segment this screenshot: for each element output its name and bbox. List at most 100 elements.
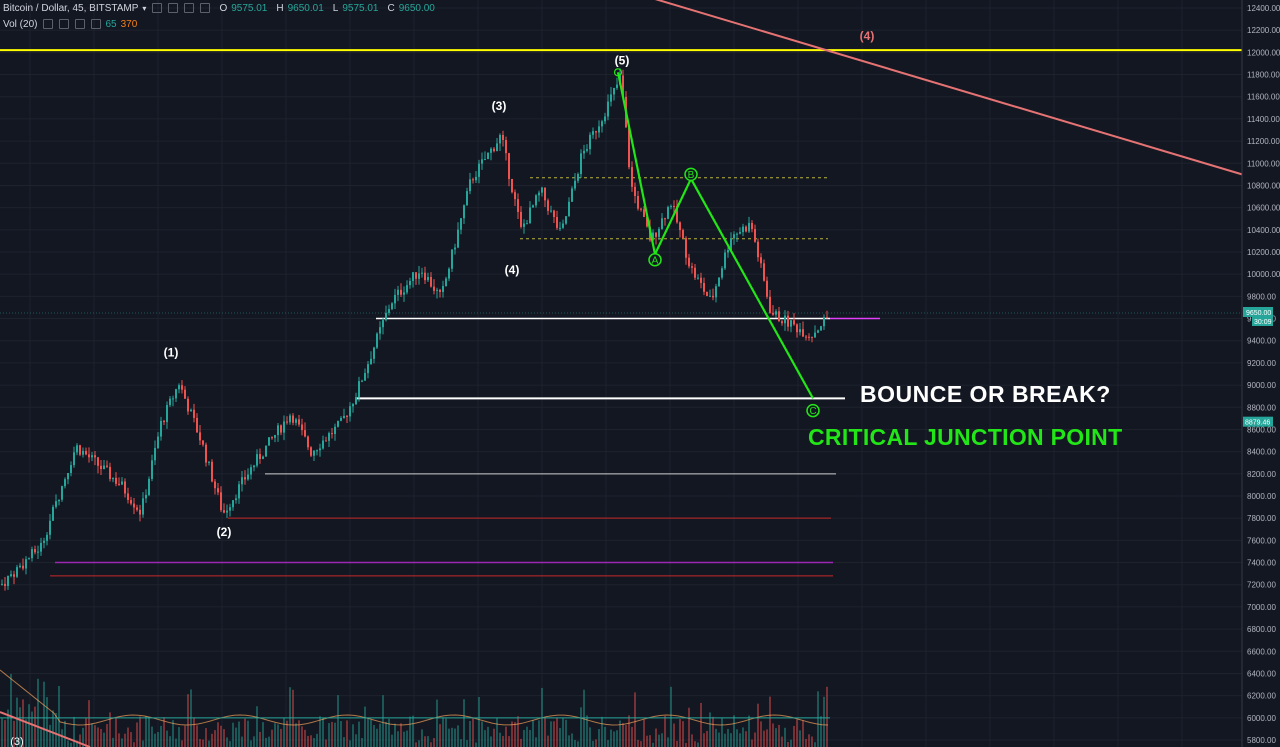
volume-bar (643, 719, 645, 747)
square-button-icon[interactable] (43, 19, 54, 29)
volume-bar (418, 740, 420, 747)
volume-bar (169, 736, 171, 747)
volume-label[interactable]: Vol (20) (3, 18, 38, 30)
price-tick-label: 8400.00 (1247, 448, 1276, 457)
candle-body (595, 131, 597, 133)
volume-bar (514, 722, 516, 747)
square-button-icon[interactable] (152, 3, 163, 13)
candle-body (88, 454, 90, 458)
volume-bar (118, 733, 120, 747)
candle-body (235, 498, 237, 501)
countdown-label: 30:09 (1254, 319, 1272, 326)
horizontal-levels[interactable] (0, 49, 1242, 719)
candle-body (730, 238, 732, 251)
alert-price-label: 8879.46 (1245, 420, 1270, 427)
volume-bar (751, 739, 753, 747)
candle-body (508, 153, 510, 179)
candle-body (94, 455, 96, 458)
candle-body (133, 503, 135, 508)
candle-body (655, 232, 657, 237)
volume-bar (115, 717, 117, 747)
volume-bar (580, 707, 582, 747)
candle-body (532, 205, 534, 208)
candle-body (10, 574, 12, 577)
price-tick-label: 6000.00 (1247, 714, 1276, 723)
volume-bar (787, 741, 789, 747)
volume-bar (199, 738, 201, 747)
volume-bar (706, 730, 708, 747)
volume-bar (619, 720, 621, 747)
wave-drawings[interactable]: A B C (1) (2) (3) (4) (5) (4) (3) (0, 0, 1243, 747)
candle-body (1, 583, 3, 585)
volume-bar (28, 704, 30, 747)
volume-bar (421, 729, 423, 747)
volume-bar (445, 718, 447, 747)
volume-bar (361, 737, 363, 747)
candle-body (799, 329, 801, 333)
candle-body (25, 559, 27, 569)
candle-body (475, 176, 477, 181)
volume-bar (505, 726, 507, 747)
candle-body (40, 542, 42, 552)
candle-body (340, 418, 342, 421)
square-button-icon[interactable] (75, 19, 86, 29)
subhead-annotation[interactable]: CRITICAL JUNCTION POINT (808, 424, 1123, 450)
volume-bar (205, 728, 207, 747)
candle-body (13, 574, 15, 577)
candle-body (670, 206, 672, 208)
candle-body (184, 389, 186, 399)
volume-bar (814, 742, 816, 747)
candle-body (127, 493, 129, 500)
volume-bar (439, 724, 441, 747)
volume-bar (340, 720, 342, 747)
price-tick-label: 10400.00 (1247, 226, 1280, 235)
candle-body (37, 551, 39, 553)
candle-body (316, 450, 318, 452)
candle-body (244, 477, 246, 480)
square-button-icon[interactable] (91, 19, 102, 29)
volume-bar (655, 728, 657, 747)
candle-body (568, 201, 570, 217)
candle-body (556, 217, 558, 228)
volume-bar (475, 742, 477, 747)
candle-body (712, 295, 714, 298)
volume-bar (208, 740, 210, 747)
volume-bar (265, 737, 267, 747)
price-tick-label: 7600.00 (1247, 536, 1276, 545)
volume-bar (502, 735, 504, 747)
square-button-icon[interactable] (168, 3, 179, 13)
candle-body (484, 159, 486, 161)
volume-bar (511, 721, 513, 747)
volume-bar (796, 719, 798, 747)
volume-bar (313, 738, 315, 747)
volume-bar (85, 717, 87, 747)
volume-bar (664, 715, 666, 747)
volume-bar (49, 724, 51, 747)
candle-body (685, 237, 687, 258)
candle-body (586, 149, 588, 151)
square-button-icon[interactable] (184, 3, 195, 13)
candle-body (70, 465, 72, 473)
chevron-down-icon[interactable]: ▾ (142, 3, 147, 13)
candle-body (448, 268, 450, 279)
volume-bar (490, 736, 492, 747)
candle-body (277, 425, 279, 436)
candle-body (514, 192, 516, 200)
candle-body (346, 415, 348, 417)
volume-bar (745, 731, 747, 747)
price-axis[interactable]: 12400.00 12200.00 12000.00 11800.00 11600.00… (1241, 0, 1280, 747)
candle-body (97, 457, 99, 466)
candle-body (241, 477, 243, 485)
candle-body (157, 436, 159, 448)
volume-bar (106, 724, 108, 747)
square-button-icon[interactable] (59, 19, 70, 29)
candle-body (682, 230, 684, 238)
candle-body (31, 549, 33, 559)
candle-body (547, 200, 549, 211)
square-button-icon[interactable] (200, 3, 211, 13)
symbol-title[interactable]: Bitcoin / Dollar, 45, BITSTAMP (3, 2, 139, 14)
candle-body (268, 437, 270, 446)
headline-annotation[interactable]: BOUNCE OR BREAK? (860, 381, 1111, 407)
candle-body (370, 358, 372, 365)
